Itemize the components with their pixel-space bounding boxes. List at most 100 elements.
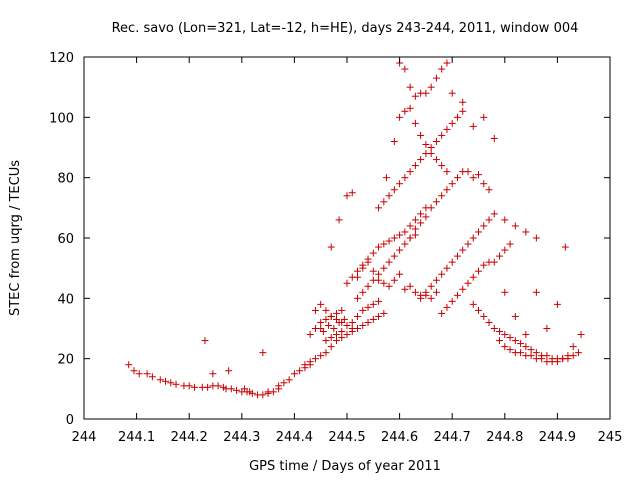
data-point	[259, 349, 267, 357]
data-point	[501, 246, 509, 254]
x-tick-label: 244.5	[328, 430, 365, 445]
data-point	[354, 267, 362, 275]
data-point	[390, 252, 398, 260]
data-point	[125, 361, 133, 369]
data-point	[359, 306, 367, 314]
data-point	[569, 343, 577, 351]
data-point	[338, 334, 346, 342]
data-point	[327, 243, 335, 251]
y-axis: 0 20 40 60 80 100 120	[49, 51, 610, 428]
data-point	[553, 300, 561, 308]
data-point	[517, 340, 525, 348]
data-point	[327, 312, 335, 320]
x-tick-label: 244.4	[276, 430, 313, 445]
data-point	[375, 270, 383, 278]
data-point	[369, 267, 377, 275]
data-point	[469, 122, 477, 130]
data-point	[364, 303, 372, 311]
data-point	[354, 294, 362, 302]
data-point	[359, 321, 367, 329]
data-point	[448, 180, 456, 188]
data-point	[317, 300, 325, 308]
chart-title: Rec. savo (Lon=321, Lat=-12, h=HE), days…	[112, 21, 579, 36]
data-point	[317, 318, 325, 326]
data-point	[511, 312, 519, 320]
data-point	[459, 246, 467, 254]
data-point	[422, 89, 430, 97]
data-point	[322, 337, 330, 345]
data-point	[574, 349, 582, 357]
data-point	[469, 300, 477, 308]
data-point	[469, 273, 477, 281]
data-point	[327, 343, 335, 351]
data-point	[475, 267, 482, 275]
data-point	[369, 315, 377, 323]
data-point	[501, 343, 509, 351]
data-point	[411, 225, 419, 233]
data-point	[496, 337, 504, 345]
data-point	[432, 288, 440, 296]
x-axis: 244 244.1 244.2 244.3 244.4 244.5 244.6 244.7 24…	[72, 57, 623, 445]
data-point	[475, 228, 482, 236]
data-point	[375, 243, 383, 251]
y-tick-label: 60	[57, 232, 74, 247]
data-point	[385, 192, 393, 200]
data-point	[190, 383, 198, 391]
data-point	[532, 288, 540, 296]
data-point	[259, 391, 267, 399]
data-point	[285, 376, 293, 384]
data-point	[475, 306, 482, 314]
data-point	[375, 312, 383, 320]
data-point	[322, 349, 330, 357]
data-point	[422, 213, 430, 221]
data-point	[464, 279, 472, 287]
data-point	[240, 385, 248, 393]
data-point	[327, 334, 335, 342]
data-point	[532, 234, 540, 242]
data-point	[517, 349, 525, 357]
data-point	[332, 337, 340, 345]
data-point	[380, 240, 388, 248]
data-point	[527, 346, 535, 354]
data-point	[417, 219, 425, 227]
data-point	[448, 119, 456, 127]
data-point	[406, 104, 414, 112]
data-point	[506, 240, 514, 248]
data-point	[338, 328, 346, 336]
data-point	[233, 386, 241, 394]
y-tick-label: 80	[57, 172, 74, 187]
data-point	[411, 162, 419, 170]
data-point	[480, 312, 488, 320]
data-point	[438, 65, 446, 73]
data-point	[564, 355, 572, 363]
data-point	[427, 294, 435, 302]
data-point	[417, 294, 425, 302]
data-point	[453, 252, 461, 260]
data-point	[306, 331, 314, 339]
data-point	[432, 198, 440, 206]
data-point	[432, 74, 440, 82]
data-point	[390, 186, 398, 194]
data-point	[427, 150, 435, 158]
data-point	[332, 309, 340, 317]
data-point	[135, 370, 143, 378]
data-point	[348, 189, 356, 197]
data-point	[369, 300, 377, 308]
data-point	[301, 361, 309, 369]
data-point	[490, 210, 498, 218]
data-point	[501, 288, 509, 296]
data-point	[396, 113, 404, 121]
y-tick-label: 120	[49, 51, 74, 66]
x-tick-label: 244.3	[223, 430, 260, 445]
data-point	[306, 358, 314, 366]
data-point	[343, 331, 351, 339]
data-point	[511, 337, 519, 345]
data-point	[485, 318, 493, 326]
data-point	[382, 174, 390, 182]
x-tick-label: 245	[598, 430, 623, 445]
data-point	[375, 297, 383, 305]
data-point	[225, 367, 233, 375]
data-point	[264, 388, 272, 396]
data-point	[385, 258, 393, 266]
data-point	[438, 192, 446, 200]
